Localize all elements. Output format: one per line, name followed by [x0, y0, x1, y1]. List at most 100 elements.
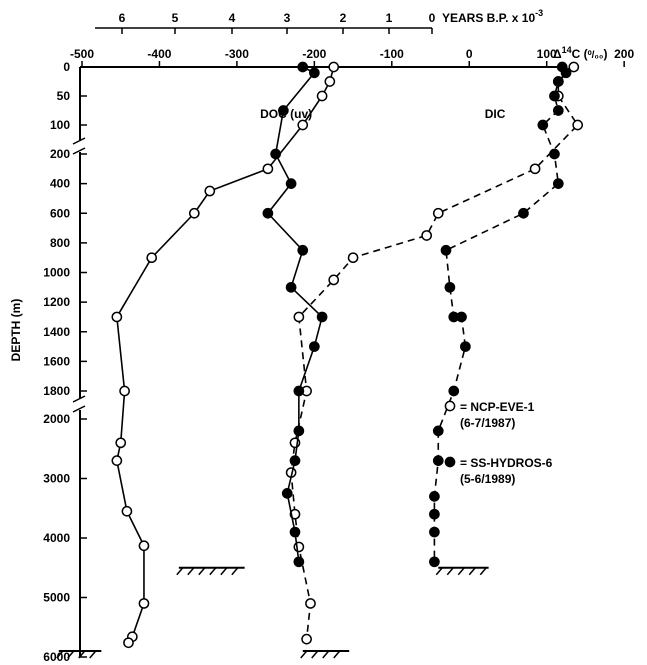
hatch-mark: [300, 650, 308, 659]
data-point: [305, 598, 316, 609]
bottom-marker: [176, 566, 245, 576]
data-point: [204, 185, 216, 197]
y-tick-label: 1200: [43, 295, 70, 309]
data-point: [270, 148, 281, 160]
data-point: [328, 274, 340, 286]
data-point: [429, 491, 440, 502]
hatch-mark: [231, 567, 239, 576]
data-point: [552, 178, 564, 189]
data-point: [518, 207, 529, 219]
series: [285, 61, 584, 645]
hatch-mark: [333, 650, 341, 659]
axes: [72, 27, 625, 658]
data-point: [432, 455, 444, 466]
data-point: [293, 311, 305, 323]
hatch-mark: [56, 650, 64, 659]
data-point: [560, 67, 572, 79]
data-point: [111, 455, 123, 466]
data-point: [293, 541, 305, 553]
data-point: [297, 61, 309, 73]
data-point: [429, 556, 440, 568]
x-tick-label: -400: [147, 47, 171, 61]
y-tick-label: 50: [57, 89, 71, 103]
axis-break-mark: [72, 405, 86, 413]
data-point: [440, 244, 452, 256]
x-tick-label: -200: [302, 47, 326, 61]
data-point: [549, 148, 560, 160]
legend-label: = NCP-EVE-1: [460, 400, 535, 414]
series: [111, 61, 340, 649]
top-tick-label: 6: [119, 11, 126, 25]
top-tick-label: 0: [429, 11, 436, 25]
data-point: [301, 633, 312, 645]
hatch-mark: [479, 567, 487, 576]
y-tick-label: 600: [50, 206, 70, 220]
data-point: [188, 207, 200, 219]
data-point: [429, 508, 440, 520]
y-tick-label: 1000: [43, 266, 70, 280]
hatch-mark: [209, 567, 217, 576]
legend-entry: = NCP-EVE-1 (6-7/1987): [444, 400, 535, 430]
top-tick-label: 3: [284, 11, 291, 25]
x-tick-label: 100: [537, 47, 557, 61]
data-point: [146, 252, 158, 264]
x-tick-label: 0: [466, 47, 473, 61]
annotation-label: DOC (uv): [260, 107, 312, 121]
series: [429, 61, 572, 568]
hatch-mark: [198, 567, 206, 576]
data-point: [297, 244, 309, 256]
data-point: [316, 311, 328, 323]
data-point: [537, 119, 549, 131]
series-line: [290, 66, 579, 640]
legend-marker: [444, 400, 456, 412]
legend-sublabel: (6-7/1987): [460, 416, 515, 430]
data-point: [549, 90, 560, 102]
top-tick-label: 4: [229, 11, 236, 25]
data-point: [115, 437, 127, 449]
data-point: [456, 311, 467, 323]
bottom-marker: [435, 566, 489, 576]
data-point: [432, 425, 444, 437]
data-point: [309, 67, 320, 79]
data-point: [262, 207, 274, 219]
y-tick-label: 0: [63, 60, 70, 74]
data-point: [293, 425, 305, 437]
x-tick-label: -100: [380, 47, 404, 61]
legend: = NCP-EVE-1 (6-7/1987) = SS-HYDROS-6 (5-6/1…: [444, 400, 553, 486]
data-point: [324, 76, 336, 87]
hatch-mark: [446, 567, 454, 576]
data-point: [123, 637, 134, 649]
hatch-mark: [311, 650, 319, 659]
top-axis-label: YEARS B.P. x 10-3: [442, 8, 543, 25]
y-tick-label: 4000: [43, 531, 70, 545]
y-axis-label: DEPTH (m): [9, 299, 23, 362]
series: [262, 61, 328, 568]
data-point: [444, 281, 456, 293]
bottom-marker: [300, 650, 350, 659]
data-point: [297, 119, 309, 131]
data-point: [121, 505, 133, 517]
y-tick-label: 800: [50, 236, 70, 250]
data-point: [309, 341, 320, 352]
data-point: [448, 385, 460, 397]
data-point: [421, 230, 433, 241]
y-tick-label: 2000: [43, 412, 70, 426]
series-group: [56, 61, 584, 659]
data-point: [552, 76, 564, 87]
x-tick-label: -300: [225, 47, 249, 61]
hatch-mark: [322, 650, 330, 659]
hatch-mark: [67, 650, 75, 659]
data-point: [347, 252, 359, 264]
y-tick-label: 1800: [43, 384, 70, 398]
legend-marker: [444, 456, 456, 468]
legend-sublabel: (5-6/1989): [460, 472, 515, 486]
data-point: [119, 385, 130, 397]
annotation-label: DIC: [485, 107, 506, 121]
data-point: [289, 455, 301, 466]
data-point: [293, 556, 305, 568]
legend-entry: = SS-HYDROS-6 (5-6/1989): [444, 456, 553, 486]
x-axis-label: Δ14C (⁰/₀₀): [553, 45, 607, 61]
y-tick-label: 5000: [43, 591, 70, 605]
